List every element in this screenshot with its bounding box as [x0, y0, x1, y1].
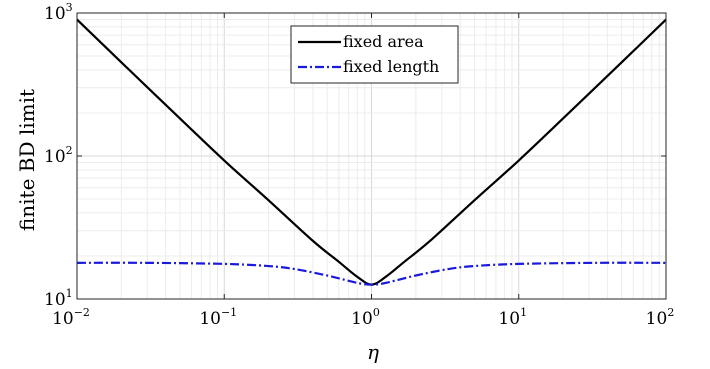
- legend-box: [290, 25, 459, 84]
- x-axis-label: η: [367, 340, 379, 364]
- series-line-fixed-length: [76, 261, 667, 286]
- x-tick-label: 102: [646, 306, 675, 329]
- legend: fixed area fixed length: [290, 25, 459, 84]
- y-axis-label: finite BD limit: [15, 89, 39, 231]
- legend-label: fixed length: [343, 57, 439, 76]
- y-tick-label: 101: [44, 287, 73, 310]
- x-tick-label: 10−1: [199, 306, 237, 329]
- legend-label: fixed area: [343, 32, 424, 51]
- x-tick-label: 101: [498, 306, 527, 329]
- x-tick-label: 10−2: [52, 306, 90, 329]
- y-tick-label: 103: [44, 1, 73, 24]
- y-tick-label: 102: [44, 144, 73, 167]
- x-tick-label: 100: [351, 306, 380, 329]
